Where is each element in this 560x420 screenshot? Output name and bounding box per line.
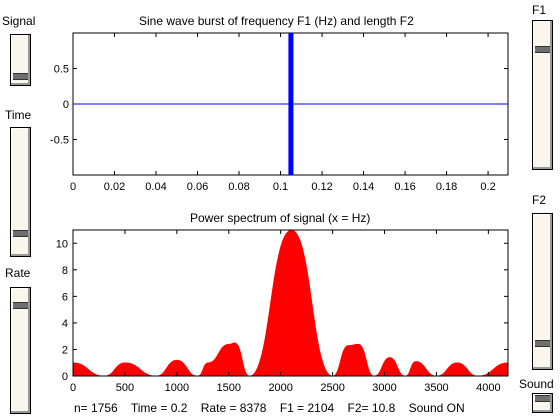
top-x-tick-label: 0.12 [311, 181, 332, 193]
bottom-x-tick-label: 500 [116, 382, 134, 394]
bottom-x-tick-label: 1000 [165, 382, 189, 394]
bottom-plot: 10 8 6 4 2 0 0 500 1000 1500 2000 2500 3000 3500 4000 [56, 229, 509, 394]
rate-slider-thumb[interactable] [13, 302, 28, 309]
time-slider-label: Time [5, 108, 32, 122]
f2-slider[interactable] [532, 213, 553, 370]
bottom-x-tick-label: 2500 [320, 382, 344, 394]
top-x-tick-label: 0.06 [187, 181, 208, 193]
bottom-y-tick-label: 8 [62, 265, 68, 277]
time-slider[interactable] [10, 127, 31, 257]
top-x-tick-label: 0.2 [480, 181, 495, 193]
f1-slider-thumb[interactable] [535, 46, 550, 53]
bottom-x-tick-label: 4000 [476, 382, 500, 394]
bottom-plot-title: Power spectrum of signal (x = Hz) [190, 211, 371, 225]
signal-burst-mark [288, 33, 294, 175]
top-plot: 0.5 0 -0.5 0 0.02 0.04 0.06 0.08 0.1 0.12 0.14 0.1… [50, 32, 509, 193]
status-time: Time = 0.2 [130, 401, 188, 415]
bottom-y-tick-label: 4 [62, 318, 68, 330]
status-line: n= 1756 Time = 0.2 Rate = 8378 F1 = 2104… [74, 401, 475, 415]
top-y-tick-label: 0 [63, 99, 69, 111]
top-x-tick-label: 0.14 [353, 181, 374, 193]
sound-toggle[interactable] [532, 393, 553, 413]
bottom-y-tick-label: 10 [56, 238, 68, 250]
bottom-y-tick-label: 2 [62, 344, 68, 356]
top-y-tick-label: -0.5 [50, 135, 69, 147]
top-y-tick-label: 0.5 [54, 64, 69, 76]
signal-slider[interactable] [10, 34, 31, 86]
bottom-x-tick-label: 2000 [268, 382, 292, 394]
rate-slider[interactable] [10, 287, 31, 414]
top-x-tick-label: 0.18 [436, 181, 457, 193]
bottom-y-tick-label: 6 [62, 291, 68, 303]
bottom-x-tick-label: 3000 [372, 382, 396, 394]
bottom-x-tick-label: 0 [70, 382, 76, 394]
status-f2: F2= 10.8 [347, 401, 396, 415]
signal-slider-thumb[interactable] [13, 73, 28, 80]
sound-slider-label: Sound [519, 377, 554, 391]
time-slider-thumb[interactable] [13, 230, 28, 237]
top-x-tick-label: 0.04 [145, 181, 166, 193]
top-x-tick-label: 0.1 [273, 181, 288, 193]
status-f1: F1 = 2104 [279, 401, 335, 415]
bottom-x-tick-label: 3500 [424, 382, 448, 394]
sound-toggle-thumb[interactable] [535, 395, 550, 402]
top-plot-title: Sine wave burst of frequency F1 (Hz) and… [139, 14, 414, 28]
status-rate: Rate = 8378 [200, 401, 267, 415]
top-x-tick-label: 0 [70, 181, 76, 193]
top-x-tick-label: 0.02 [104, 181, 125, 193]
f2-slider-label: F2 [532, 193, 547, 207]
spectrum-area [72, 229, 509, 377]
status-sound: Sound ON [408, 401, 465, 415]
rate-slider-label: Rate [5, 266, 31, 280]
status-n: n= 1756 [74, 401, 118, 415]
f1-slider-label: F1 [532, 3, 547, 17]
bottom-y-tick-label: 0 [62, 371, 68, 383]
f2-slider-thumb[interactable] [535, 340, 550, 347]
bottom-x-tick-label: 1500 [217, 382, 241, 394]
f1-slider[interactable] [532, 20, 553, 170]
top-x-tick-label: 0.08 [228, 181, 249, 193]
signal-slider-label: Signal [2, 14, 36, 28]
top-x-tick-label: 0.16 [394, 181, 415, 193]
bottom-plot-frame [72, 229, 509, 377]
